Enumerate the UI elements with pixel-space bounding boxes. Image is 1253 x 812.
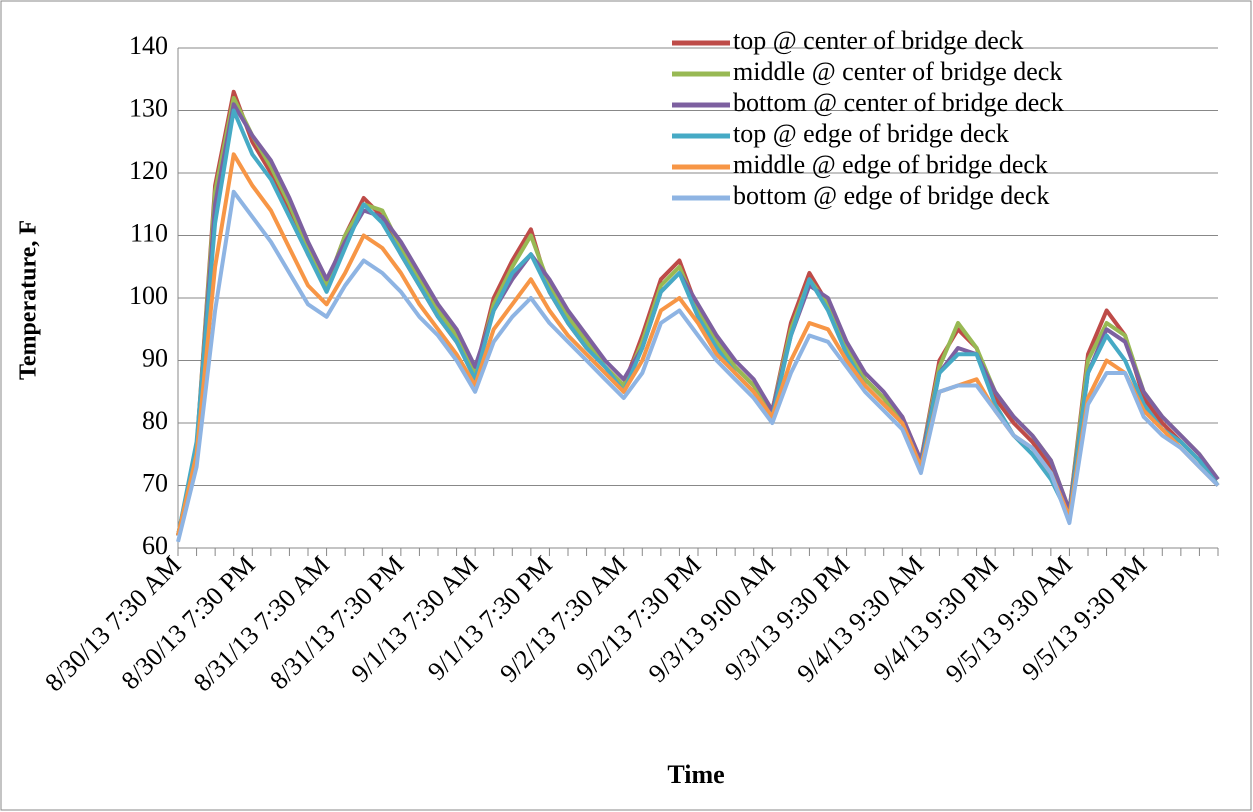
legend-label: middle @ edge of bridge deck [733, 150, 1048, 179]
series-line [176, 108, 1220, 536]
legend-label: top @ edge of bridge deck [733, 119, 1009, 148]
y-tick-label: 90 [142, 343, 168, 372]
y-tick-label: 100 [129, 281, 168, 310]
y-axis-label: Temperature, F [16, 220, 42, 380]
y-tick-label: 70 [142, 468, 168, 497]
x-axis-label: Time [667, 760, 724, 789]
series-line [176, 189, 1220, 543]
legend-label: middle @ center of bridge deck [733, 57, 1062, 86]
y-tick-label: 60 [142, 531, 168, 560]
legend-label: bottom @ edge of bridge deck [733, 181, 1049, 210]
legend-label: top @ center of bridge deck [733, 26, 1023, 55]
y-tick-label: 110 [130, 218, 168, 247]
y-tick-label: 140 [129, 31, 168, 60]
y-tick-label: 120 [129, 156, 168, 185]
y-tick-label: 80 [142, 406, 168, 435]
y-tick-label: 130 [129, 93, 168, 122]
legend-label: bottom @ center of bridge deck [733, 88, 1064, 117]
